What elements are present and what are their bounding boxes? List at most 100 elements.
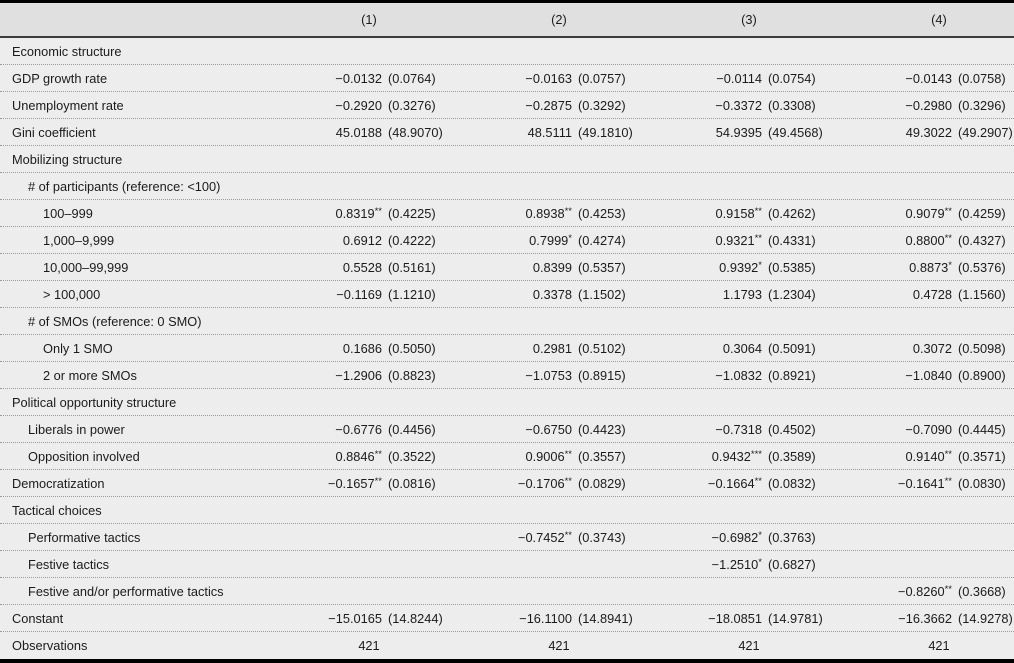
row-label: Festive and/or performative tactics [28, 583, 224, 599]
coefficient-value: −1.2906 [335, 367, 382, 383]
table-row: Observations 421 421 421 421 [0, 632, 1014, 659]
row-label: Democratization [12, 475, 105, 491]
standard-error: (0.3308) [768, 97, 816, 113]
significance-stars: ** [944, 583, 952, 595]
standard-error: (0.5357) [578, 259, 626, 275]
coefficient-value: 0.8846** [335, 448, 382, 464]
significance-stars: ** [564, 529, 572, 541]
value-cell: −0.0114 (0.0754) [634, 71, 824, 86]
value-cell: −1.2510* (0.6827) [634, 557, 824, 572]
standard-error: (0.4456) [388, 421, 436, 437]
value-cell: −0.6776 (0.4456) [254, 422, 444, 437]
standard-error: (0.5376) [958, 259, 1006, 275]
coefficient-value: 0.9158** [715, 205, 762, 221]
standard-error: (0.8915) [578, 367, 626, 383]
coefficient-value: −1.2510* [711, 556, 762, 572]
value-cell: −0.3372 (0.3308) [634, 98, 824, 113]
row-label: Economic structure [12, 43, 122, 59]
coefficient-value: 0.6912 [342, 232, 382, 248]
significance-stars: * [758, 556, 762, 568]
standard-error: (0.0758) [958, 70, 1006, 86]
value-cell: −0.2875 (0.3292) [444, 98, 634, 113]
coefficient-value: −0.2920 [335, 97, 382, 113]
coefficient-value: −18.0851 [708, 610, 762, 626]
value-cell: −0.1641** (0.0830) [824, 476, 1014, 491]
coefficient-value: −0.1641** [897, 475, 952, 491]
standard-error: (0.4445) [958, 421, 1006, 437]
standard-error: (0.4259) [958, 205, 1006, 221]
value-cell: 0.8846** (0.3522) [254, 449, 444, 464]
table-row: Constant −15.0165 (14.8244) −16.1100 (14.894… [0, 605, 1014, 632]
coefficient-value: 0.3378 [532, 286, 572, 302]
row-label: Opposition involved [28, 448, 140, 464]
significance-stars: ** [944, 232, 952, 244]
standard-error: (0.3522) [388, 448, 436, 464]
column-header-2: (2) [551, 12, 567, 27]
table-row: 10,000–99,999 0.5528 (0.5161) 0.8399 (0.5357… [0, 254, 1014, 281]
row-label: 2 or more SMOs [43, 367, 137, 383]
value-cell: −0.2920 (0.3276) [254, 98, 444, 113]
value-cell: 0.9321** (0.4331) [634, 233, 824, 248]
coefficient-value: −1.0753 [525, 367, 572, 383]
value-cell: 0.7999* (0.4274) [444, 233, 634, 248]
value-cell: 0.5528 (0.5161) [254, 260, 444, 275]
value-cell: −0.7452** (0.3743) [444, 530, 634, 545]
standard-error: (14.9781) [768, 610, 823, 626]
table-row: # of SMOs (reference: 0 SMO) [0, 308, 1014, 335]
significance-stars: ** [374, 475, 382, 487]
significance-stars: * [758, 259, 762, 271]
standard-error: (0.3668) [958, 583, 1006, 599]
significance-stars: ** [564, 205, 572, 217]
value-cell: 0.8873* (0.5376) [824, 260, 1014, 275]
coefficient-value: 0.2981 [532, 340, 572, 356]
observations-value: 421 [928, 638, 950, 653]
value-cell: −0.0132 (0.0764) [254, 71, 444, 86]
value-cell: 49.3022 (49.2907) [824, 125, 1014, 140]
coefficient-value: 0.9079** [905, 205, 952, 221]
standard-error: (0.5098) [958, 340, 1006, 356]
coefficient-value: −0.7090 [905, 421, 952, 437]
standard-error: (0.3557) [578, 448, 626, 464]
value-cell: −0.1657** (0.0816) [254, 476, 444, 491]
coefficient-value: −0.0132 [335, 70, 382, 86]
value-cell: 0.3072 (0.5098) [824, 341, 1014, 356]
significance-stars: ** [944, 205, 952, 217]
significance-stars: ** [374, 205, 382, 217]
significance-stars: ** [944, 448, 952, 460]
value-cell: 45.0188 (48.9070) [254, 125, 444, 140]
value-cell: −0.1169 (1.1210) [254, 287, 444, 302]
standard-error: (0.4225) [388, 205, 436, 221]
row-label: Political opportunity structure [12, 394, 177, 410]
significance-stars: ** [754, 475, 762, 487]
table-row: > 100,000 −0.1169 (1.1210) 0.3378 (1.1502) 1.… [0, 281, 1014, 308]
value-cell: −0.7318 (0.4502) [634, 422, 824, 437]
coefficient-value: −0.2875 [525, 97, 572, 113]
standard-error: (0.5050) [388, 340, 436, 356]
value-cell: 0.3064 (0.5091) [634, 341, 824, 356]
row-label: > 100,000 [43, 286, 101, 302]
standard-error: (0.4327) [958, 232, 1006, 248]
row-label: Liberals in power [28, 421, 125, 437]
standard-error: (0.8823) [388, 367, 436, 383]
coefficient-value: −0.1664** [707, 475, 762, 491]
standard-error: (0.3292) [578, 97, 626, 113]
value-cell: 0.2981 (0.5102) [444, 341, 634, 356]
value-cell: −1.2906 (0.8823) [254, 368, 444, 383]
observations-value: 421 [548, 638, 570, 653]
table-row: 100–999 0.8319** (0.4225) 0.8938** (0.4253) 0… [0, 200, 1014, 227]
row-label: Gini coefficient [12, 124, 96, 140]
coefficient-value: −0.2980 [905, 97, 952, 113]
row-label: Festive tactics [28, 556, 110, 572]
coefficient-value: 0.3072 [912, 340, 952, 356]
coefficient-value: 0.5528 [342, 259, 382, 275]
value-cell: −0.6750 (0.4423) [444, 422, 634, 437]
coefficient-value: −16.1100 [519, 610, 572, 626]
standard-error: (0.4423) [578, 421, 626, 437]
coefficient-value: −0.6982* [711, 529, 762, 545]
coefficient-value: 0.7999* [529, 232, 572, 248]
table-row: Political opportunity structure [0, 389, 1014, 416]
standard-error: (1.2304) [768, 286, 816, 302]
coefficient-value: 48.5111 [527, 124, 572, 140]
coefficient-value: −0.7318 [715, 421, 762, 437]
standard-error: (49.1810) [578, 124, 633, 140]
